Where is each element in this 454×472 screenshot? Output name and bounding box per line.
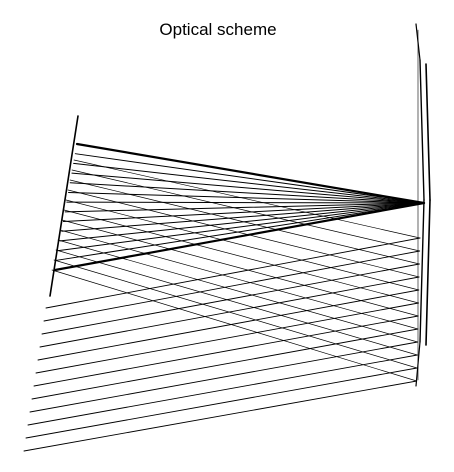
focused-ray [69,182,425,204]
incident-ray [23,380,418,452]
mirror-surface [425,199,431,346]
focused-ray [53,201,426,272]
focused-ray [57,202,425,252]
incident-ray [45,237,421,309]
focused-ray [56,202,425,261]
incident-ray [31,328,419,400]
focused-ray [59,202,425,242]
mirror-edge [419,199,425,343]
incident-ray [37,289,420,361]
reflected-ray [51,269,418,382]
reflected-ray [73,159,421,239]
reflected-ray [67,189,420,278]
focused-ray [61,202,425,232]
reflected-ray [63,209,419,304]
reflected-ray [53,259,418,369]
focused-ray [75,142,426,205]
reflected-ray [69,179,420,265]
reflected-ray [71,169,421,252]
focused-ray [64,202,425,213]
detector-plane [49,115,79,297]
focused-ray [71,172,425,204]
reflected-ray [55,249,418,356]
focused-ray [66,201,425,204]
reflected-ray [61,219,419,317]
reflected-ray [57,239,418,343]
incident-ray [43,250,421,322]
diagram-title: Optical scheme [159,20,277,39]
incident-ray [41,263,420,335]
optical-elements [49,23,431,387]
incident-ray [35,302,419,374]
incident-ray [33,315,419,387]
ray-traces [23,142,426,452]
reflected-ray [65,199,420,291]
mirror-surface [425,63,431,201]
incident-ray [27,354,418,426]
focused-ray [74,153,425,204]
reflected-ray [59,229,419,330]
focused-ray [73,162,425,204]
focused-ray [62,202,425,223]
incident-ray [29,341,419,413]
mirror-edge [419,59,425,201]
incident-ray [25,367,418,439]
